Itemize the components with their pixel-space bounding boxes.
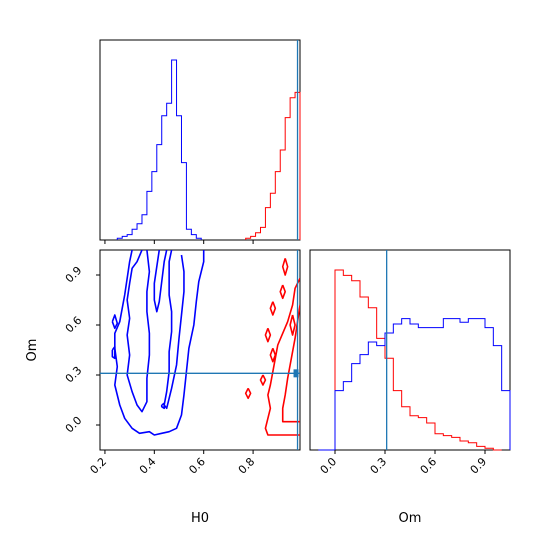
contour-series_b-path	[279, 284, 286, 300]
h0-x-tick-label: 0.2	[88, 455, 110, 477]
contour-frame	[99, 249, 301, 451]
contour-series_a-path	[114, 250, 205, 436]
om-histogram-marks	[318, 250, 511, 451]
contour-series_b-path	[264, 328, 272, 343]
contour-series_a-path	[111, 314, 119, 330]
h0-histogram-series-series_a	[116, 59, 202, 240]
y-axis-title-om: Om	[25, 339, 40, 362]
om-histogram-frame	[309, 249, 511, 451]
om-histogram-series-series_a	[318, 318, 511, 451]
om-histogram-panel: 0.0 0.3 0.6 0.9	[309, 249, 511, 477]
contour-series_b-path	[269, 301, 277, 316]
contour-series_b-path	[244, 387, 252, 400]
contour-series_a-path	[163, 250, 185, 410]
contour-series_a-path	[126, 250, 151, 413]
h0-om-contour-panel: 0.2 0.4 0.6 0.8 0.0 0.3 0.6 0.9	[63, 249, 301, 477]
om-histogram-series-series_b	[334, 269, 502, 451]
om-x-tick-label: 0.9	[468, 455, 490, 477]
contour-truth-marker	[293, 369, 299, 378]
x-axis-title-om: Om	[399, 511, 422, 526]
om-x-tick-label: 0.3	[368, 455, 390, 477]
h0-x-tick-label: 0.4	[137, 455, 159, 477]
contour-series_b-path	[264, 277, 300, 436]
om-y-tick-label: 0.9	[63, 264, 85, 286]
contour-series_b-path	[289, 314, 296, 336]
h0-histogram-series-series_b	[245, 91, 301, 240]
h0-histogram-frame	[99, 39, 301, 241]
h0-x-tick-label: 0.8	[236, 455, 258, 477]
contour-series_b-path	[281, 304, 300, 423]
contour-series_a-path	[153, 250, 168, 313]
h0-histogram-ticks	[104, 240, 254, 244]
om-y-tick-label: 0.6	[63, 314, 85, 336]
om-x-tick-label: 0.6	[418, 455, 440, 477]
contour-series_a-path	[160, 402, 165, 410]
contour-series_b-path	[259, 374, 267, 386]
om-histogram-ticks: 0.0 0.3 0.6 0.9	[318, 450, 490, 477]
x-axis-title-h0: H0	[191, 511, 209, 526]
contour-series_a-path	[111, 345, 116, 360]
contour-series_b-path	[269, 348, 277, 363]
h0-x-tick-label: 0.6	[186, 455, 208, 477]
contour-series_b-path	[281, 258, 289, 276]
h0-histogram-marks	[116, 40, 301, 240]
om-y-tick-label: 0.0	[63, 414, 85, 436]
contour-marks	[100, 250, 300, 450]
om-x-tick-label: 0.0	[318, 455, 340, 477]
om-y-tick-label: 0.3	[63, 364, 85, 386]
h0-histogram-panel	[99, 39, 301, 244]
